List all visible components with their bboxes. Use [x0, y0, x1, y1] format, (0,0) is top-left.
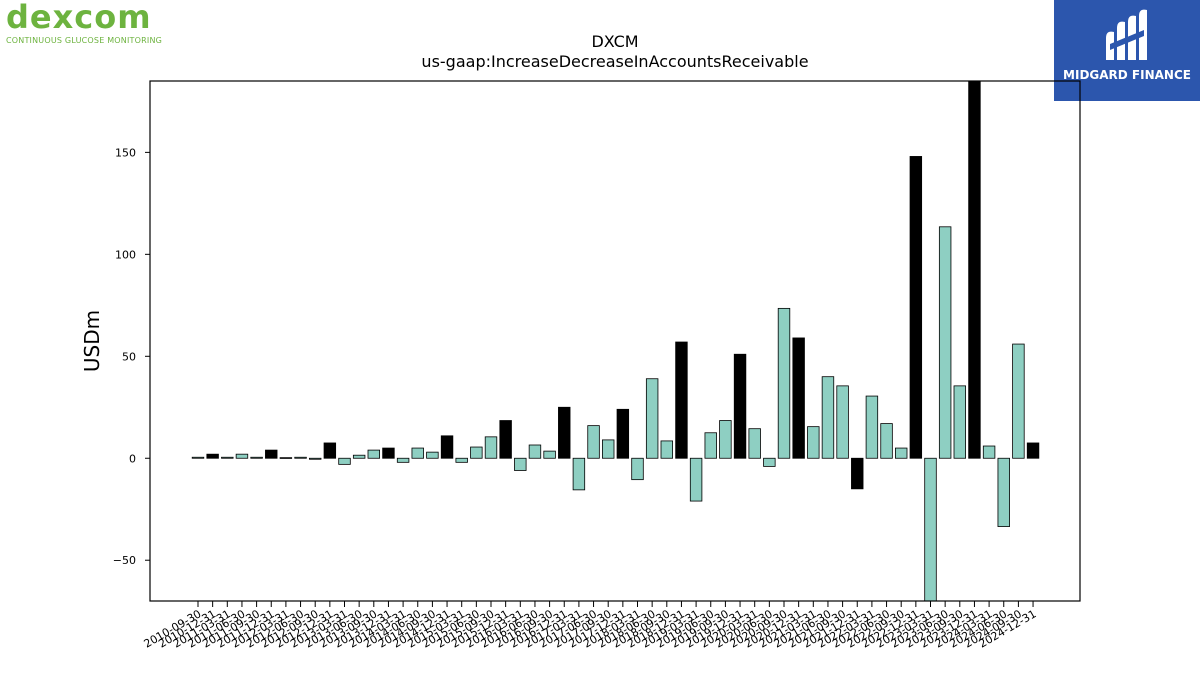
bar	[587, 425, 600, 459]
dexcom-wordmark: dexcom	[6, 0, 152, 36]
bar	[352, 454, 366, 459]
bar	[396, 457, 410, 463]
bar	[953, 385, 967, 459]
bar	[938, 226, 952, 459]
bar	[382, 447, 395, 459]
chart-subtitle: us-gaap:IncreaseDecreaseInAccountsReceiv…	[421, 52, 809, 71]
bar	[645, 378, 659, 459]
midgard-finance-logo: MIDGARD FINANCE	[1054, 0, 1200, 101]
bar	[265, 449, 278, 459]
bar	[191, 456, 205, 459]
bar	[689, 457, 703, 502]
bar	[426, 451, 439, 459]
midgard-emblem-icon	[1106, 9, 1147, 61]
bar	[968, 80, 981, 459]
bar	[865, 395, 879, 459]
bar	[821, 376, 835, 459]
bar	[235, 453, 249, 459]
bar	[719, 420, 732, 459]
dexcom-tagline: CONTINUOUS GLUCOSE MONITORING	[6, 36, 163, 45]
plot-frame	[149, 80, 1081, 602]
y-tick-label: 50	[122, 350, 136, 363]
bar	[367, 449, 381, 459]
bar	[982, 445, 996, 459]
bar	[748, 428, 761, 459]
chart-title: DXCM	[591, 32, 639, 51]
bar	[660, 440, 674, 459]
bar	[308, 457, 322, 460]
bar	[572, 457, 586, 491]
bar	[499, 420, 512, 459]
bar	[338, 457, 351, 465]
bar	[455, 457, 468, 463]
bar	[924, 457, 937, 602]
bar	[602, 439, 615, 459]
bar	[631, 457, 644, 481]
y-tick-label: 0	[129, 452, 136, 465]
bar	[250, 456, 263, 459]
bar	[411, 447, 424, 459]
y-tick-label: 150	[115, 146, 136, 159]
bar	[777, 307, 791, 459]
bar	[1026, 442, 1040, 459]
bar	[880, 423, 893, 459]
bar	[909, 156, 923, 459]
midgard-wordmark: MIDGARD FINANCE	[1063, 68, 1191, 82]
bar	[528, 444, 542, 459]
y-tick-label: 100	[115, 248, 136, 261]
bar	[997, 457, 1010, 527]
bar	[836, 385, 849, 459]
bar	[558, 406, 571, 459]
bar	[470, 446, 483, 459]
bar	[221, 456, 234, 459]
bar	[704, 432, 717, 459]
bar	[323, 442, 337, 459]
dexcom-logo: dexcom CONTINUOUS GLUCOSE MONITORING	[6, 0, 176, 46]
bar	[616, 408, 630, 459]
bar	[484, 436, 498, 459]
bar	[763, 457, 776, 467]
bar	[1012, 343, 1025, 459]
y-axis-label: USDm	[80, 310, 104, 372]
bar	[294, 456, 307, 459]
bar	[675, 341, 688, 459]
bar	[543, 450, 556, 459]
bar	[514, 457, 527, 471]
bar	[733, 353, 747, 459]
y-tick-label: −50	[113, 554, 136, 567]
bar	[279, 457, 293, 459]
bar	[792, 337, 805, 459]
bar	[851, 457, 864, 490]
bar	[206, 453, 219, 459]
bar	[807, 426, 820, 459]
bar	[895, 447, 908, 459]
bar	[440, 435, 454, 459]
